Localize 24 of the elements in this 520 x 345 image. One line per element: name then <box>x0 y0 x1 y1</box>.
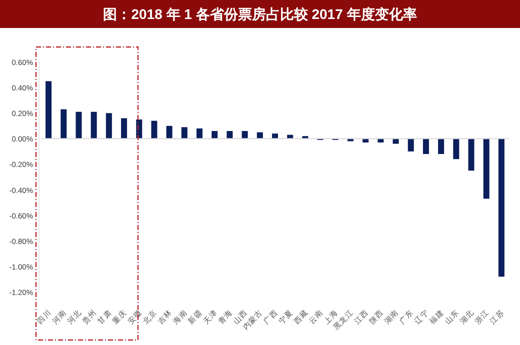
bar <box>392 138 399 144</box>
bar <box>76 112 82 139</box>
bar <box>46 81 52 139</box>
bar <box>438 138 444 154</box>
bar <box>362 138 369 142</box>
bar <box>468 138 474 171</box>
bar <box>106 113 112 139</box>
bar <box>422 138 429 154</box>
bar <box>226 131 233 139</box>
bar <box>166 126 172 139</box>
bar <box>90 112 97 139</box>
bar <box>151 120 158 139</box>
bar <box>196 128 203 139</box>
bar <box>408 138 414 152</box>
bar <box>181 127 188 139</box>
bar <box>121 118 128 139</box>
chart-title: 图：2018 年 1 各省份票房占比较 2017 年度变化率 <box>103 6 417 22</box>
bar <box>498 138 504 277</box>
bar <box>483 138 490 199</box>
bar <box>242 131 248 139</box>
bar <box>378 138 384 142</box>
bar <box>212 131 218 139</box>
bar <box>453 138 460 160</box>
bar <box>60 109 67 139</box>
